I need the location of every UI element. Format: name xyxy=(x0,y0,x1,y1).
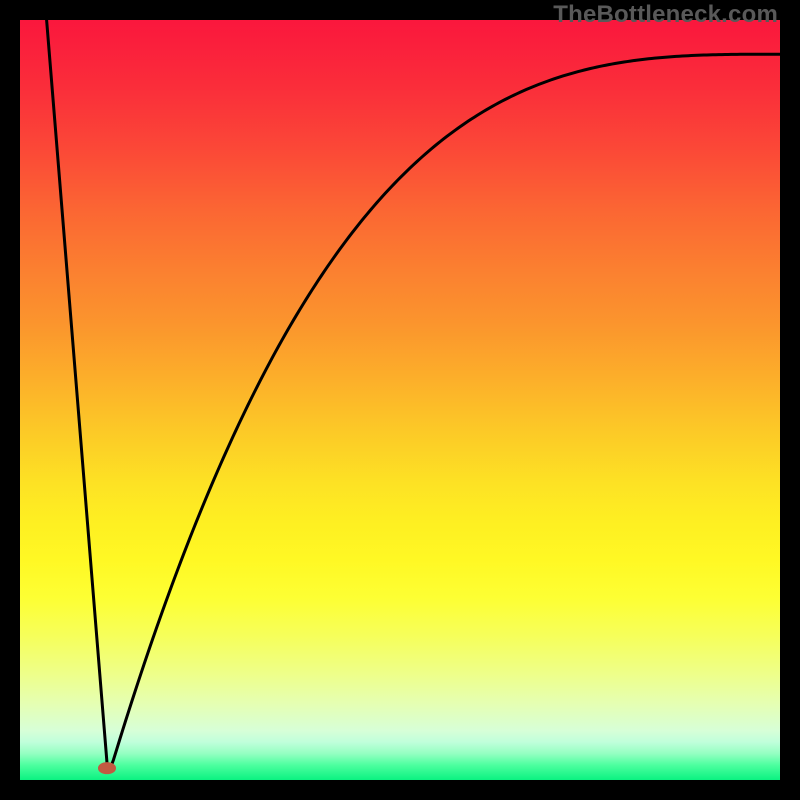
curve-path xyxy=(47,20,780,768)
watermark-text: TheBottleneck.com xyxy=(553,1,778,29)
plot-area xyxy=(20,20,780,780)
bottleneck-curve-line xyxy=(20,20,780,780)
bottleneck-chart: TheBottleneck.com xyxy=(0,0,800,800)
minimum-marker xyxy=(98,762,116,774)
